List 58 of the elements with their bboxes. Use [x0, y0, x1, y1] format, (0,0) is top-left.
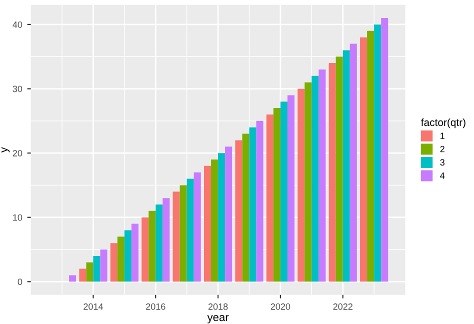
- legend-title: factor(qtr): [421, 118, 466, 128]
- bar: [381, 18, 388, 282]
- bar: [218, 153, 226, 282]
- bar: [172, 192, 180, 282]
- x-tick-label: 2022: [333, 303, 352, 310]
- bar: [211, 159, 218, 282]
- x-tick-label: 2018: [208, 303, 228, 310]
- legend-label: 3: [440, 159, 444, 166]
- legend-label: 2: [440, 146, 444, 152]
- legend-label: 4: [440, 172, 445, 179]
- bar: [180, 185, 187, 282]
- y-tick-label: 30: [12, 86, 22, 92]
- bar: [374, 24, 382, 282]
- bar: [336, 56, 343, 282]
- bar: [156, 204, 163, 282]
- bar: [110, 243, 118, 282]
- bar: [328, 63, 336, 282]
- bar: [273, 108, 280, 282]
- bar: [79, 268, 86, 282]
- x-tick-label: 2014: [84, 303, 103, 310]
- bar: [93, 256, 100, 282]
- bar: [266, 114, 274, 282]
- y-axis-title: y: [1, 147, 10, 153]
- bar: [100, 250, 108, 282]
- bar: [312, 76, 319, 282]
- bar: [124, 230, 132, 282]
- bar: [86, 262, 94, 282]
- bar: [162, 198, 170, 282]
- y-tick-label: 0: [18, 278, 22, 286]
- bar: [204, 166, 212, 282]
- bar: [256, 120, 264, 282]
- bar: [280, 102, 288, 282]
- bar: [142, 217, 149, 282]
- bar: [360, 37, 368, 282]
- bar: [69, 275, 76, 282]
- x-tick-label: 2016: [146, 303, 166, 310]
- legend-label: 1: [440, 132, 444, 139]
- bar: [235, 140, 242, 282]
- y-tick-label: 20: [12, 150, 22, 156]
- x-tick-label: 2020: [270, 303, 290, 310]
- bar: [186, 178, 194, 282]
- bar: [342, 50, 350, 282]
- bar: [304, 82, 312, 282]
- x-axis-title: year: [207, 315, 229, 324]
- bar: [350, 44, 357, 282]
- bar: [131, 224, 138, 282]
- bar: [249, 127, 256, 282]
- bar: [318, 69, 326, 282]
- bar: [117, 236, 124, 282]
- bar: [242, 134, 250, 282]
- y-tick-label: 40: [12, 21, 22, 28]
- bar: [148, 210, 156, 282]
- bar: [287, 95, 294, 282]
- bar: [225, 146, 232, 282]
- bar: [298, 88, 305, 282]
- y-tick-label: 10: [13, 214, 22, 221]
- bar: [194, 172, 201, 282]
- bar: [367, 30, 374, 282]
